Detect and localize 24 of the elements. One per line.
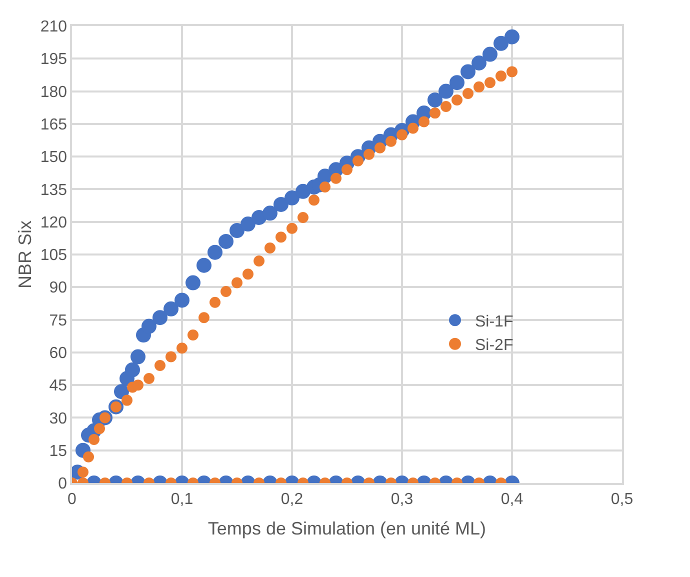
y-tick-label: 105 <box>40 247 68 264</box>
x-axis-title: Temps de Simulation (en unité ML) <box>208 518 486 539</box>
x-tick-label: 0,2 <box>280 490 304 508</box>
x-tick-label: 0,3 <box>390 490 414 508</box>
y-tick-label: 165 <box>40 116 68 134</box>
y-tick-label: 210 <box>40 18 68 36</box>
y-tick-label: 30 <box>49 410 68 428</box>
y-tick-label: 135 <box>40 182 68 199</box>
y-tick-label: 45 <box>49 378 68 395</box>
y-tick-label: 180 <box>40 84 68 101</box>
y-axis-title: NBR Six <box>15 220 36 289</box>
y-tick-label: 15 <box>49 442 68 460</box>
y-tick-label: 120 <box>40 214 68 232</box>
legend-label: Si-1F <box>475 313 514 330</box>
y-tick-label: 0 <box>58 476 68 493</box>
y-tick-label: 150 <box>40 149 68 166</box>
x-tick-label: 0,1 <box>170 490 194 508</box>
y-tick-label: 60 <box>49 345 68 362</box>
x-tick-label: 0,5 <box>610 490 634 508</box>
y-tick-label: 75 <box>49 312 68 330</box>
x-tick-label: 0,4 <box>500 490 524 508</box>
y-tick-label: 90 <box>49 280 68 297</box>
y-tick-label: 195 <box>40 51 68 68</box>
legend-label: Si-2F <box>475 337 514 354</box>
